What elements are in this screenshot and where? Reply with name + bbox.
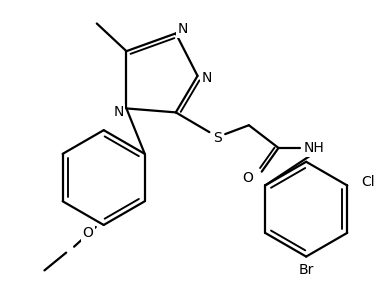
Text: O: O <box>82 226 93 240</box>
Text: N: N <box>113 105 124 119</box>
Text: N: N <box>201 71 212 85</box>
Text: NH: NH <box>304 141 324 155</box>
Text: Cl: Cl <box>361 174 374 188</box>
Text: Br: Br <box>299 263 314 277</box>
Text: O: O <box>243 170 253 184</box>
Text: N: N <box>177 22 188 36</box>
Text: S: S <box>213 131 222 145</box>
